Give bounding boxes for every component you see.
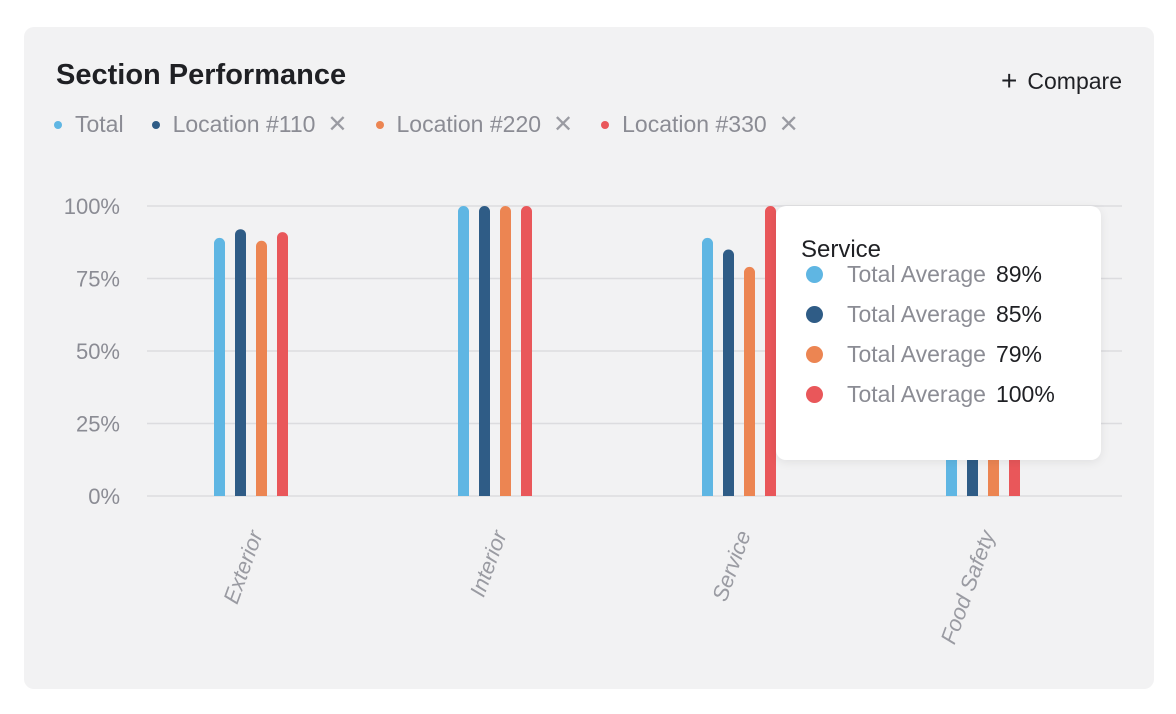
chart-tooltip: Service Total Average 89% Total Average …	[776, 206, 1101, 460]
card-title: Section Performance	[56, 59, 347, 91]
legend-item-total[interactable]: Total	[54, 111, 124, 138]
tooltip-label: Total Average	[847, 341, 986, 367]
legend-item-location-110[interactable]: Location #110 ✕	[151, 110, 348, 138]
y-tick-label: 0%	[88, 484, 120, 509]
tooltip-value: 100%	[995, 381, 1055, 407]
legend-dot	[375, 120, 384, 129]
tooltip-label: Total Average	[847, 261, 986, 287]
y-tick-label: 50%	[76, 339, 120, 364]
tooltip-title: Service	[801, 236, 882, 263]
x-tick-label: Interior	[465, 526, 512, 600]
bar-exterior-0[interactable]	[214, 237, 225, 496]
legend-dot	[601, 120, 610, 129]
legend-dot	[151, 120, 160, 129]
bar-service-0[interactable]	[702, 237, 713, 496]
section-performance-card: Section Performance + Compare Total Loca…	[24, 27, 1154, 689]
tooltip-dot	[806, 306, 823, 323]
tooltip-row: Total Average 89%	[806, 261, 1042, 288]
bar-interior-2[interactable]	[500, 206, 511, 496]
bar-exterior-2[interactable]	[256, 240, 267, 496]
close-icon[interactable]: ✕	[778, 110, 799, 138]
legend-label: Location #220	[396, 111, 542, 137]
tooltip-value: 89%	[995, 261, 1043, 287]
chart-legend: Total Location #110 ✕ Location #220 ✕ Lo…	[54, 111, 827, 138]
tooltip-row: Total Average 85%	[806, 301, 1042, 328]
tooltip-value: 85%	[995, 301, 1043, 327]
x-tick-label: Exterior	[218, 526, 268, 607]
tooltip-row: Total Average 79%	[806, 341, 1042, 368]
close-icon[interactable]: ✕	[553, 110, 574, 138]
tooltip-dot	[806, 386, 823, 403]
bar-service-1[interactable]	[723, 249, 734, 496]
tooltip-row: Total Average 100%	[806, 381, 1055, 408]
y-tick-label: 25%	[76, 412, 120, 437]
compare-label: Compare	[1027, 67, 1122, 94]
bar-exterior-3[interactable]	[277, 232, 288, 496]
tooltip-value: 79%	[995, 341, 1043, 367]
x-tick-label: Service	[707, 527, 756, 604]
plus-icon: +	[1001, 65, 1018, 96]
bar-service-3[interactable]	[765, 206, 776, 496]
legend-label: Location #110	[172, 111, 316, 137]
y-tick-label: 75%	[76, 267, 120, 292]
tooltip-dot	[806, 346, 823, 363]
legend-label: Total	[75, 111, 124, 137]
tooltip-dot	[806, 266, 823, 283]
bar-interior-0[interactable]	[458, 206, 469, 496]
bar-service-2[interactable]	[744, 266, 755, 496]
tooltip-label: Total Average	[847, 301, 986, 327]
legend-item-location-220[interactable]: Location #220 ✕	[375, 110, 574, 138]
compare-button[interactable]: + Compare	[1001, 67, 1122, 95]
legend-item-location-330[interactable]: Location #330 ✕	[601, 111, 799, 138]
tooltip-label: Total Average	[847, 381, 986, 407]
x-tick-label: Food Safety	[936, 525, 1001, 647]
y-tick-label: 100%	[64, 194, 120, 219]
close-icon[interactable]: ✕	[327, 110, 348, 138]
legend-dot	[54, 120, 62, 129]
bar-interior-1[interactable]	[479, 206, 490, 496]
bar-interior-3[interactable]	[521, 206, 532, 496]
bar-exterior-1[interactable]	[235, 229, 246, 496]
legend-label: Location #330	[622, 111, 767, 137]
